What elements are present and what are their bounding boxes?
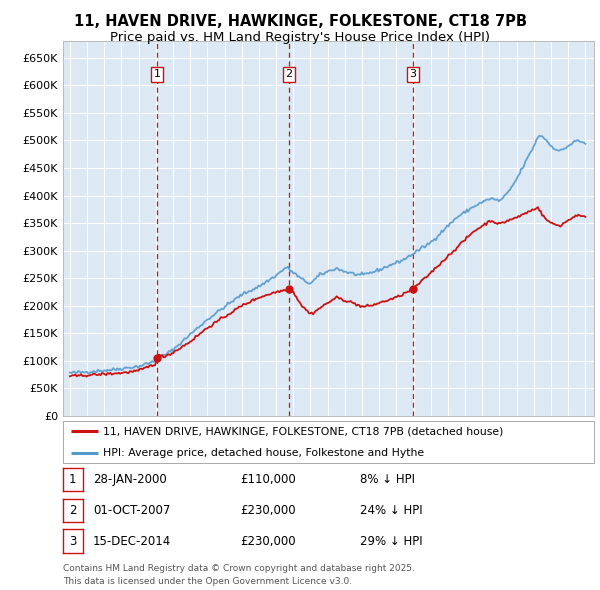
Text: £230,000: £230,000 <box>240 535 296 548</box>
Text: 3: 3 <box>409 70 416 80</box>
Text: 11, HAVEN DRIVE, HAWKINGE, FOLKESTONE, CT18 7PB (detached house): 11, HAVEN DRIVE, HAWKINGE, FOLKESTONE, C… <box>103 427 503 436</box>
Text: 2: 2 <box>286 70 293 80</box>
Text: 3: 3 <box>69 535 77 548</box>
Text: 29% ↓ HPI: 29% ↓ HPI <box>360 535 422 548</box>
Text: £110,000: £110,000 <box>240 473 296 486</box>
Text: 28-JAN-2000: 28-JAN-2000 <box>93 473 167 486</box>
Text: 2: 2 <box>69 504 77 517</box>
Text: 8% ↓ HPI: 8% ↓ HPI <box>360 473 415 486</box>
Text: 1: 1 <box>69 473 77 486</box>
Text: Price paid vs. HM Land Registry's House Price Index (HPI): Price paid vs. HM Land Registry's House … <box>110 31 490 44</box>
Text: 11, HAVEN DRIVE, HAWKINGE, FOLKESTONE, CT18 7PB: 11, HAVEN DRIVE, HAWKINGE, FOLKESTONE, C… <box>74 14 527 28</box>
Text: Contains HM Land Registry data © Crown copyright and database right 2025.
This d: Contains HM Land Registry data © Crown c… <box>63 565 415 586</box>
Text: 1: 1 <box>154 70 161 80</box>
Text: 15-DEC-2014: 15-DEC-2014 <box>93 535 171 548</box>
Text: HPI: Average price, detached house, Folkestone and Hythe: HPI: Average price, detached house, Folk… <box>103 448 424 457</box>
Text: 24% ↓ HPI: 24% ↓ HPI <box>360 504 422 517</box>
Text: 01-OCT-2007: 01-OCT-2007 <box>93 504 170 517</box>
Text: £230,000: £230,000 <box>240 504 296 517</box>
